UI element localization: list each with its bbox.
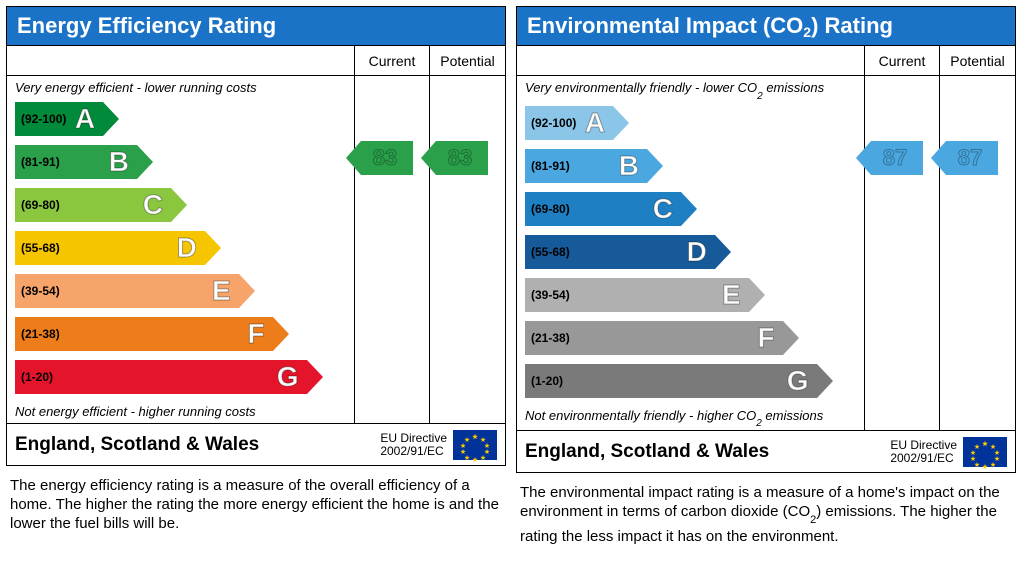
band-row-d: (55-68) D — [517, 235, 864, 275]
band-letter: D — [687, 236, 707, 268]
top-note: Very energy efficient - lower running co… — [7, 76, 354, 99]
current-column: Current 87 — [865, 46, 940, 430]
band-bar: (1-20) G — [525, 364, 817, 398]
panel-description: The energy efficiency rating is a measur… — [6, 466, 506, 533]
band-letter: D — [177, 232, 197, 264]
band-row-b: (81-91) B — [7, 145, 354, 185]
energy-efficiency-panel: Energy Efficiency Rating Very energy eff… — [6, 6, 506, 546]
band-bar: (1-20) G — [15, 360, 307, 394]
panel-title: Environmental Impact (CO2) Rating — [516, 6, 1016, 46]
band-row-d: (55-68) D — [7, 231, 354, 271]
band-row-f: (21-38) F — [517, 321, 864, 361]
environmental-impact-panel: Environmental Impact (CO2) Rating Very e… — [516, 6, 1016, 546]
band-letter: C — [653, 193, 673, 225]
band-letter: A — [75, 103, 95, 135]
band-letter: F — [758, 322, 775, 354]
band-range: (69-80) — [525, 202, 570, 216]
band-bar: (39-54) E — [525, 278, 749, 312]
chart-box: Very energy efficient - lower running co… — [6, 46, 506, 424]
band-letter: F — [248, 318, 265, 350]
potential-column: Potential 87 — [940, 46, 1015, 430]
band-row-e: (39-54) E — [7, 274, 354, 314]
region-label: England, Scotland & Wales — [15, 434, 380, 456]
band-row-g: (1-20) G — [7, 360, 354, 400]
band-row-a: (92-100) A — [7, 102, 354, 142]
potential-arrow: 83 — [436, 141, 488, 175]
band-letter: B — [109, 146, 129, 178]
band-bar: (92-100) A — [525, 106, 613, 140]
band-range: (92-100) — [525, 116, 576, 130]
band-range: (21-38) — [15, 327, 60, 341]
band-letter: E — [722, 279, 741, 311]
current-column: Current 83 — [355, 46, 430, 423]
bottom-note: Not environmentally friendly - higher CO… — [517, 404, 864, 431]
chart-box: Very environmentally friendly - lower CO… — [516, 46, 1016, 431]
panel-description: The environmental impact rating is a mea… — [516, 473, 1016, 546]
band-letter: A — [585, 107, 605, 139]
band-bar: (39-54) E — [15, 274, 239, 308]
band-row-a: (92-100) A — [517, 106, 864, 146]
panel-title: Energy Efficiency Rating — [6, 6, 506, 46]
top-note: Very environmentally friendly - lower CO… — [517, 76, 864, 103]
band-bar: (81-91) B — [525, 149, 647, 183]
potential-value: 83 — [448, 145, 472, 171]
band-row-f: (21-38) F — [7, 317, 354, 357]
band-bar: (21-38) F — [15, 317, 273, 351]
band-range: (92-100) — [15, 112, 66, 126]
band-letter: G — [277, 361, 299, 393]
band-bar: (92-100) A — [15, 102, 103, 136]
band-range: (55-68) — [15, 241, 60, 255]
band-range: (81-91) — [15, 155, 60, 169]
band-letter: G — [787, 365, 809, 397]
potential-header: Potential — [940, 46, 1015, 76]
footer-row: England, Scotland & WalesEU Directive200… — [6, 424, 506, 466]
directive-label: EU Directive2002/91/EC — [890, 439, 957, 465]
current-value: 83 — [373, 145, 397, 171]
band-row-c: (69-80) C — [517, 192, 864, 232]
band-range: (1-20) — [15, 370, 53, 384]
band-bar: (69-80) C — [15, 188, 171, 222]
potential-value: 87 — [958, 145, 982, 171]
current-arrow: 87 — [871, 141, 923, 175]
band-range: (39-54) — [525, 288, 570, 302]
current-header: Current — [355, 46, 429, 76]
band-range: (81-91) — [525, 159, 570, 173]
potential-arrow: 87 — [946, 141, 998, 175]
band-range: (55-68) — [525, 245, 570, 259]
band-letter: C — [143, 189, 163, 221]
current-value: 87 — [883, 145, 907, 171]
bands-column: Very environmentally friendly - lower CO… — [517, 46, 865, 430]
band-row-e: (39-54) E — [517, 278, 864, 318]
directive-label: EU Directive2002/91/EC — [380, 432, 447, 458]
band-row-g: (1-20) G — [517, 364, 864, 404]
current-arrow: 83 — [361, 141, 413, 175]
bottom-note: Not energy efficient - higher running co… — [7, 400, 354, 423]
potential-header: Potential — [430, 46, 505, 76]
potential-column: Potential 83 — [430, 46, 505, 423]
band-range: (69-80) — [15, 198, 60, 212]
band-row-c: (69-80) C — [7, 188, 354, 228]
footer-row: England, Scotland & WalesEU Directive200… — [516, 431, 1016, 473]
band-bar: (21-38) F — [525, 321, 783, 355]
eu-flag-icon — [453, 430, 497, 460]
band-bar: (55-68) D — [525, 235, 715, 269]
band-range: (39-54) — [15, 284, 60, 298]
band-range: (21-38) — [525, 331, 570, 345]
band-letter: E — [212, 275, 231, 307]
band-row-b: (81-91) B — [517, 149, 864, 189]
band-bar: (69-80) C — [525, 192, 681, 226]
bands-column: Very energy efficient - lower running co… — [7, 46, 355, 423]
band-range: (1-20) — [525, 374, 563, 388]
eu-flag-icon — [963, 437, 1007, 467]
band-letter: B — [619, 150, 639, 182]
band-bar: (81-91) B — [15, 145, 137, 179]
current-header: Current — [865, 46, 939, 76]
band-bar: (55-68) D — [15, 231, 205, 265]
region-label: England, Scotland & Wales — [525, 441, 890, 463]
